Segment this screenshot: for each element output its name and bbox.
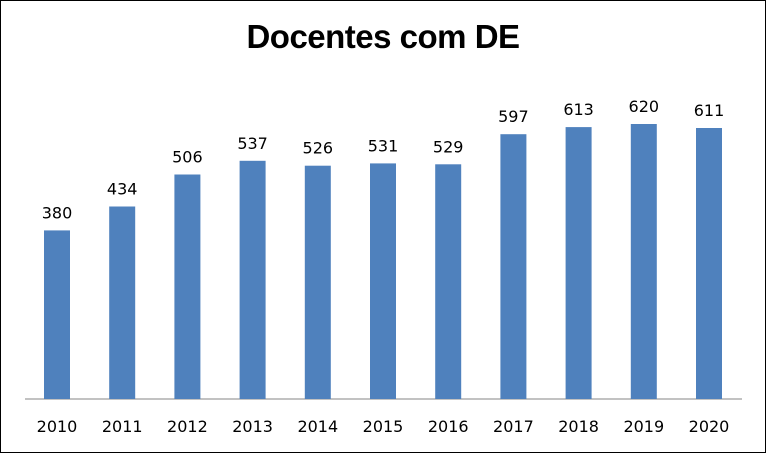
bar-2013: [239, 160, 266, 399]
bar-2012: [174, 174, 201, 399]
data-label-2015: 531: [368, 136, 399, 155]
x-tick-label-2018: 2018: [558, 417, 599, 436]
data-label-2019: 620: [629, 97, 660, 116]
chart-title: Docentes com DE: [246, 18, 520, 55]
x-tick-label-2020: 2020: [689, 417, 730, 436]
x-tick-label-2015: 2015: [363, 417, 404, 436]
data-label-2010: 380: [42, 203, 73, 222]
bar-2015: [370, 163, 396, 399]
data-label-2016: 529: [433, 137, 464, 156]
data-label-2013: 537: [237, 134, 268, 153]
bar-2020: [696, 128, 722, 399]
x-tick-label-2019: 2019: [623, 417, 664, 436]
data-labels-group: 380 434 506 537 526 531 529 597 613 620 611: [42, 97, 725, 222]
bar-2014: [304, 165, 331, 399]
data-label-2014: 526: [303, 139, 334, 158]
data-label-2017: 597: [498, 107, 529, 126]
data-label-2012: 506: [172, 148, 203, 167]
data-label-2011: 434: [107, 180, 138, 199]
bars-group: [44, 124, 722, 399]
x-tick-label-2016: 2016: [428, 417, 469, 436]
data-label-2018: 613: [563, 100, 594, 119]
bar-2011: [109, 206, 136, 399]
data-label-2020: 611: [694, 101, 725, 120]
x-tick-label-2011: 2011: [102, 417, 143, 436]
bar-2010: [44, 230, 70, 399]
x-tick-label-2013: 2013: [232, 417, 273, 436]
bar-2017: [500, 134, 527, 399]
x-tick-label-2012: 2012: [167, 417, 208, 436]
x-tick-label-2010: 2010: [37, 417, 78, 436]
x-tick-label-2017: 2017: [493, 417, 534, 436]
x-tick-labels-group: 2010 2011 2012 2013 2014 2015 2016 2017 2018 2019…: [37, 417, 730, 436]
bar-2016: [435, 164, 462, 399]
x-tick-label-2014: 2014: [297, 417, 338, 436]
bar-2018: [565, 127, 592, 399]
bar-2019: [630, 124, 657, 399]
